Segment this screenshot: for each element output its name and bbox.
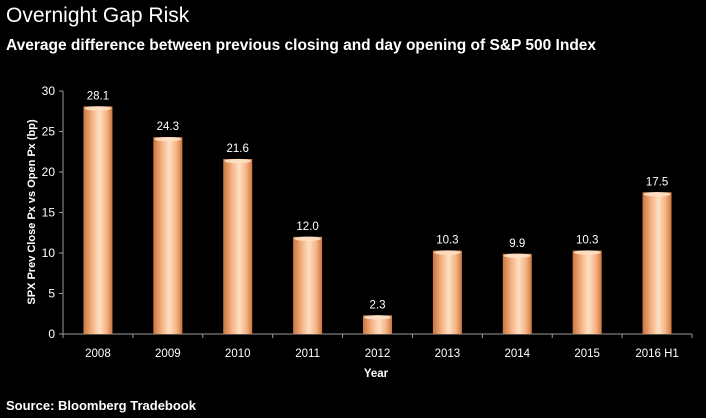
data-label: 24.3 (157, 121, 179, 133)
bar-cap (294, 236, 322, 241)
x-tick-label: 2009 (155, 348, 181, 360)
data-label: 17.5 (646, 176, 668, 188)
x-tick-label: 2015 (574, 348, 600, 360)
y-tick-label: 20 (42, 165, 56, 179)
data-label: 9.9 (509, 238, 525, 250)
bar (83, 106, 113, 334)
chart-title: Overnight Gap Risk (6, 4, 190, 27)
bar-cap (433, 250, 461, 255)
bar-cap (643, 192, 671, 197)
bar (502, 253, 532, 334)
x-tick-label: 2011 (295, 348, 320, 360)
data-label: 2.3 (370, 299, 386, 311)
data-label: 12.0 (296, 221, 318, 233)
bar (293, 236, 323, 334)
bar-body (153, 137, 183, 334)
y-tick-label: 15 (42, 206, 56, 220)
y-tick-label: 10 (42, 246, 56, 260)
bar-cap (84, 106, 112, 111)
bar-body (572, 250, 602, 334)
bar (363, 315, 392, 334)
y-tick-label: 5 (48, 287, 55, 301)
bar-cap (573, 250, 601, 255)
data-label: 10.3 (576, 235, 598, 247)
y-tick-label: 25 (42, 125, 56, 139)
bar-body (293, 236, 323, 334)
x-tick-label: 2014 (504, 348, 530, 360)
x-tick-label: 2010 (225, 348, 251, 360)
bar-body (223, 159, 253, 334)
y-tick-label: 30 (42, 84, 56, 98)
bar (153, 136, 183, 334)
bar-cap (154, 136, 182, 142)
bar-cap (224, 158, 252, 164)
bar (223, 158, 253, 334)
data-labels: 28.1 24.3 21.6 12.0 2.3 10.3 9.9 10.3 17.5 (87, 90, 669, 311)
x-tick-label: 2012 (365, 348, 391, 360)
bar (572, 250, 602, 334)
bar-cap (503, 253, 531, 259)
x-tick-label: 2016 H1 (635, 348, 678, 360)
source-note: Source: Bloomberg Tradebook (6, 398, 196, 413)
data-label: 10.3 (436, 235, 458, 247)
x-tick-label: 2013 (435, 348, 461, 360)
bars (83, 106, 672, 334)
chart-subtitle: Average difference between previous clos… (6, 37, 597, 54)
x-tick-label: 2008 (85, 348, 111, 360)
bar (432, 250, 462, 334)
data-label: 21.6 (227, 143, 249, 155)
bar-cap (364, 315, 391, 320)
data-label: 28.1 (87, 90, 109, 102)
bar-body (642, 192, 672, 334)
bar-body (502, 253, 532, 334)
bar-body (83, 106, 113, 334)
bar (642, 192, 672, 334)
y-tick-label: 0 (48, 327, 55, 341)
x-axis-label: Year (364, 368, 389, 380)
bar-body (363, 315, 392, 334)
bar-body (432, 250, 462, 334)
y-axis-label: SPX Prev Close Px vs Open Px (bp) (26, 119, 38, 305)
